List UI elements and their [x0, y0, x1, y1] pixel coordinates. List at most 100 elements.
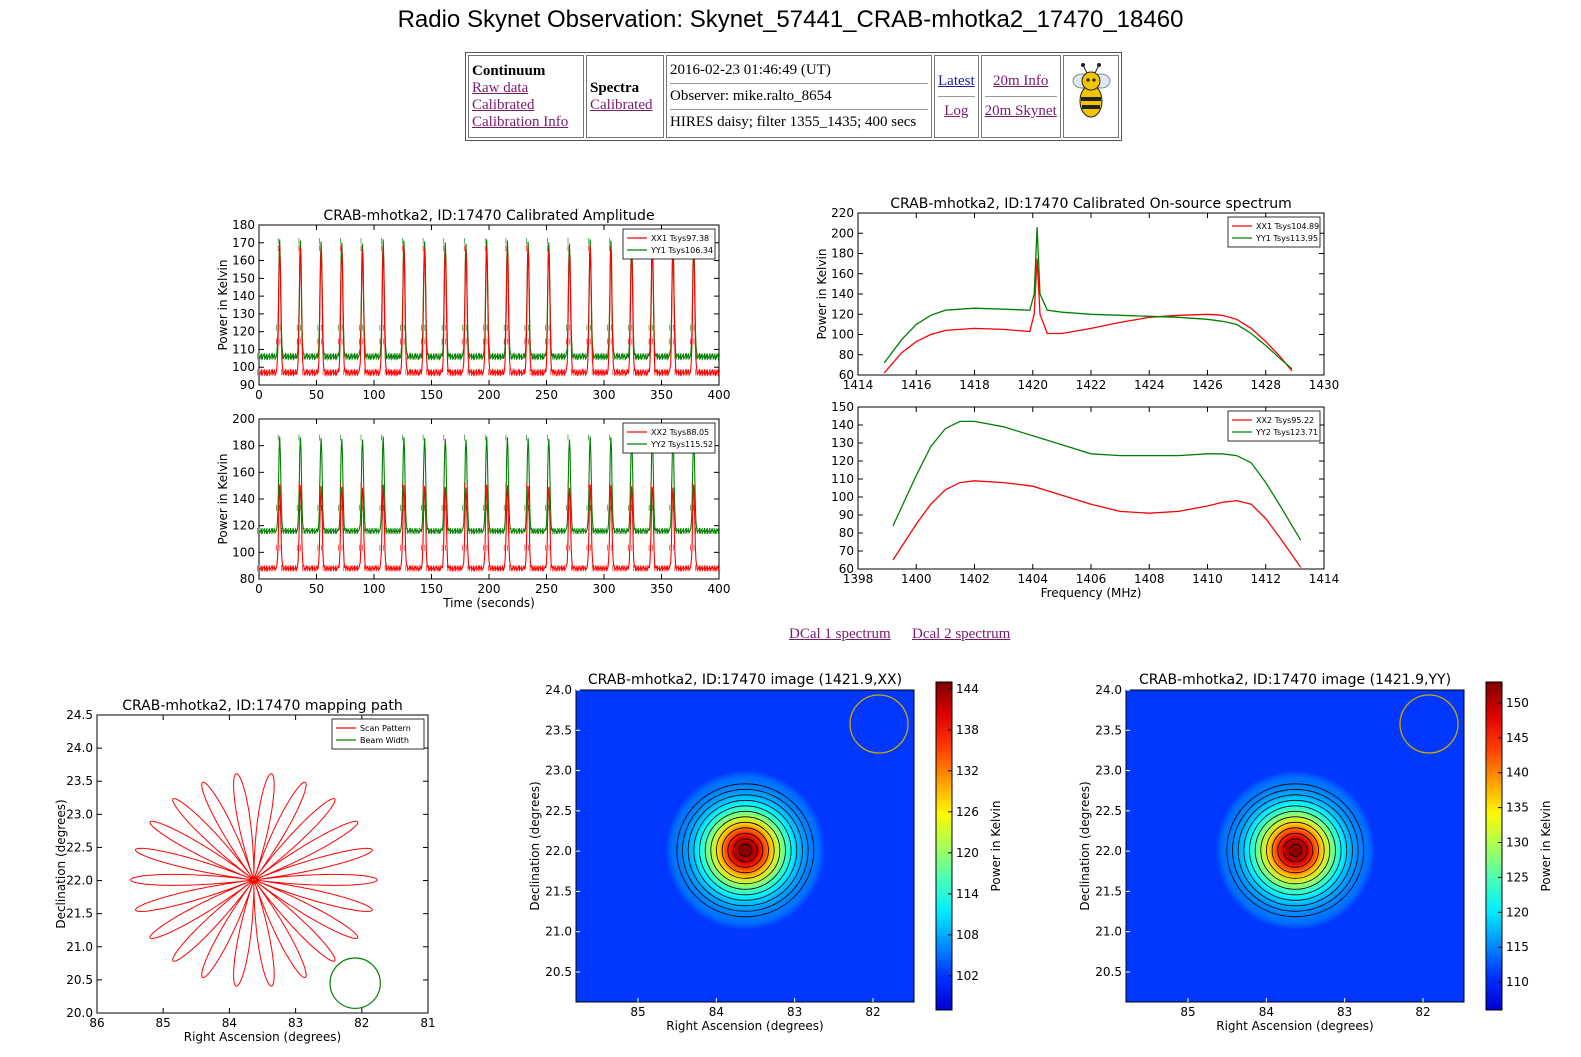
obs-mode: HIRES daisy; filter 1355_1435; 400 secs	[670, 114, 917, 130]
contour-line	[687, 794, 803, 907]
contour-line	[1277, 832, 1314, 868]
y-tick-label: 24.0	[1095, 683, 1122, 697]
20m-skynet-link[interactable]: 20m Skynet	[984, 103, 1057, 119]
raw-data-link[interactable]: Raw data	[472, 79, 529, 96]
legend-label: YY1 Tsys113.95	[1255, 234, 1318, 243]
y-tick-label: 23.5	[66, 774, 93, 788]
contour-line	[721, 827, 769, 874]
y-tick-label: 160	[232, 254, 255, 268]
contour-line	[699, 805, 792, 896]
y-tick-label: 150	[831, 400, 854, 414]
20m-info-link[interactable]: 20m Info	[992, 73, 1049, 89]
x-tick-label: 86	[89, 1016, 104, 1030]
x-tick-label: 1422	[1076, 378, 1107, 392]
y-tick-label: 170	[232, 236, 255, 250]
x-tick-label: 1414	[1309, 572, 1340, 586]
legend-box	[1227, 410, 1321, 442]
y-tick-label: 23.0	[545, 764, 572, 778]
info-table: Continuum Raw data Calibrated Calibratio…	[465, 52, 1122, 141]
colorbar-tick-label: 135	[1506, 801, 1529, 815]
contour-line	[682, 788, 809, 912]
x-tick-label: 1414	[843, 378, 874, 392]
y-tick-label: 22.5	[1095, 804, 1122, 818]
x-axis-label: Time (seconds)	[442, 596, 535, 610]
x-tick-label: 82	[1415, 1005, 1430, 1019]
colorbar-tick-label: 120	[956, 846, 979, 860]
colorbar-tick-label: 114	[956, 887, 979, 901]
x-tick-label: 83	[1337, 1005, 1352, 1019]
legend-box	[622, 228, 716, 260]
colorbar-tick-label: 120	[1506, 905, 1529, 919]
y-tick-label: 120	[232, 325, 255, 339]
spectra-calibrated-link[interactable]: Calibrated	[590, 96, 653, 113]
heatmap-image	[1126, 690, 1464, 1002]
x-tick-label: 85	[156, 1016, 171, 1030]
y-tick-label: 90	[839, 508, 854, 522]
y-tick-label: 21.0	[1095, 925, 1122, 939]
y-tick-label: 23.5	[545, 723, 572, 737]
colorbar-tick-label: 108	[956, 928, 979, 942]
series-line	[892, 480, 1302, 568]
x-tick-label: 1404	[1017, 572, 1048, 586]
legend-label: YY2 Tsys123.71	[1255, 428, 1318, 437]
x-tick-label: 1424	[1134, 378, 1165, 392]
x-tick-label: 1426	[1192, 378, 1223, 392]
x-tick-label: 100	[363, 582, 386, 596]
beam-width-circle	[329, 957, 381, 1009]
y-axis-label: Declination (degrees)	[528, 781, 542, 910]
x-tick-label: 84	[709, 1005, 724, 1019]
x-axis-label: Right Ascension (degrees)	[1216, 1019, 1373, 1033]
continuum-label: Continuum	[472, 62, 546, 79]
colorbar-tick-label: 115	[1506, 940, 1529, 954]
x-tick-label: 1430	[1309, 378, 1340, 392]
y-tick-label: 21.0	[545, 925, 572, 939]
x-tick-label: 84	[222, 1016, 237, 1030]
y-tick-label: 22.0	[545, 844, 572, 858]
contour-line	[1226, 783, 1365, 918]
latest-link[interactable]: Latest	[938, 73, 975, 89]
contour-line	[1232, 788, 1359, 912]
x-tick-label: 250	[535, 388, 558, 402]
y-tick-label: 24.0	[545, 683, 572, 697]
colorbar-tick-label: 140	[1506, 766, 1529, 780]
y-tick-label: 21.5	[66, 907, 93, 921]
y-tick-label: 180	[831, 247, 854, 261]
amplitude-plot-2: 0 50 100 150 200 250 300 350 400 80 100 120 140 160 18…	[216, 412, 730, 610]
dcal2-spectrum-link[interactable]: Dcal 2 spectrum	[912, 626, 1011, 642]
plot-title: CRAB-mhotka2, ID:17470 image (1421.9,YY)	[1139, 672, 1451, 688]
y-tick-label: 80	[240, 572, 255, 586]
colorbar-tick-label: 130	[1506, 836, 1529, 850]
y-tick-label: 20.5	[66, 973, 93, 987]
legend-label: XX1 Tsys104.89	[1256, 222, 1319, 231]
x-axis-label: Right Ascension (degrees)	[666, 1019, 823, 1033]
log-link[interactable]: Log	[944, 103, 969, 119]
y-tick-label: 23.0	[1095, 764, 1122, 778]
series-line	[892, 420, 1302, 541]
x-tick-label: 100	[363, 388, 386, 402]
beam-circle	[1399, 694, 1459, 754]
legend-label: Scan Pattern	[360, 724, 411, 733]
y-axis-label: Power in Kelvin	[216, 454, 230, 545]
continuum-calibrated-link[interactable]: Calibrated	[472, 96, 535, 113]
x-tick-label: 1412	[1250, 572, 1281, 586]
x-tick-label: 300	[593, 582, 616, 596]
calibration-info-link[interactable]: Calibration Info	[472, 113, 569, 130]
plot-title: CRAB-mhotka2, ID:17470 Calibrated Amplit…	[323, 208, 654, 224]
page-title: Radio Skynet Observation: Skynet_57441_C…	[397, 6, 1184, 33]
observer: Observer: mike.ralto_8654	[670, 84, 928, 110]
colorbar-tick-label: 145	[1506, 731, 1529, 745]
y-tick-label: 90	[240, 378, 255, 392]
y-tick-label: 100	[831, 490, 854, 504]
contour-line	[1266, 821, 1325, 879]
contour-line	[738, 843, 752, 857]
legend-label: XX2 Tsys88.05	[651, 428, 709, 437]
contour-line	[710, 816, 781, 885]
dcal1-spectrum-link[interactable]: DCal 1 spectrum	[789, 626, 891, 642]
contour-line	[1249, 805, 1342, 896]
y-tick-label: 23.5	[1095, 723, 1122, 737]
colorbar-tick-label: 125	[1506, 870, 1529, 884]
x-tick-label: 1410	[1192, 572, 1223, 586]
x-tick-label: 50	[309, 582, 324, 596]
y-tick-label: 22.0	[66, 874, 93, 888]
